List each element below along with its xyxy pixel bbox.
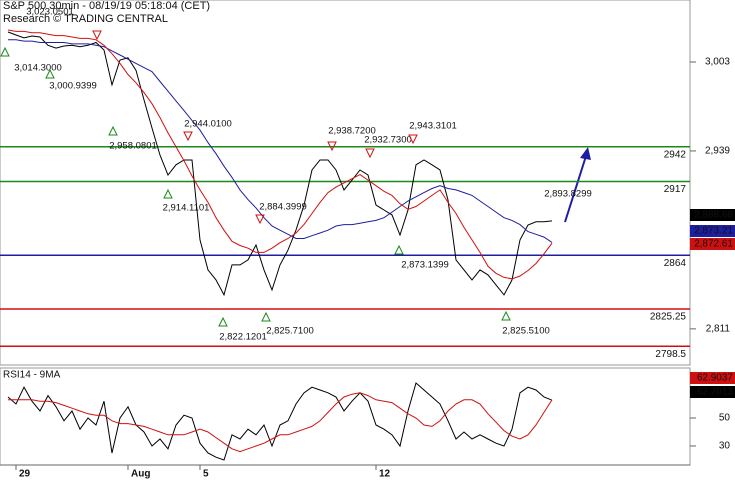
annotation: 2,914.1101: [163, 203, 210, 214]
rsi-title: RSI14 - 9MA: [3, 370, 61, 381]
y-tick-label: 50: [719, 413, 731, 424]
low-marker: [218, 316, 228, 327]
series-line: [8, 39, 553, 243]
forecast-arrow: [564, 155, 587, 223]
x-tick-label: 12: [379, 469, 391, 480]
low-marker: [501, 310, 511, 321]
annotation: 3,000.9399: [49, 81, 97, 92]
level-label: 2798.5: [655, 349, 686, 360]
x-tick-label: 29: [19, 469, 31, 480]
annotation: 2,825.7100: [266, 326, 314, 337]
level-label: 2942: [664, 149, 687, 160]
high-marker: [255, 214, 265, 225]
high-marker: [183, 131, 193, 142]
x-tick-label: 5: [203, 469, 209, 480]
high-marker: [92, 30, 102, 41]
last-value-label: 2,873.21: [694, 226, 733, 237]
level-label: 2917: [664, 184, 687, 195]
high-marker: [408, 134, 418, 145]
last-value-label: 2,888.68: [694, 210, 733, 221]
series-line: [7, 31, 553, 297]
last-value-box: [690, 372, 735, 384]
last-value-box: [690, 238, 735, 250]
annotation: 2,893.8299: [544, 189, 592, 200]
annotation: 3,014.3000: [14, 63, 62, 74]
rsi-panel: [0, 367, 691, 466]
low-marker: [261, 311, 271, 322]
annotation: 2,822.1201: [219, 332, 267, 343]
y-tick-label: 2,939: [705, 146, 730, 157]
series-line: [7, 29, 553, 280]
high-marker: [327, 141, 337, 152]
annotation: 2,932.7300: [364, 135, 412, 146]
low-marker: [45, 68, 55, 79]
x-tick-label: Aug: [131, 469, 150, 480]
annotation: 2,958.0801: [109, 141, 157, 152]
low-marker: [394, 244, 404, 255]
annotation: 2,944.0100: [184, 119, 232, 130]
annotation: 2,825.5100: [502, 326, 550, 337]
low-marker: [0, 46, 10, 57]
annotation: 2,943.3101: [409, 121, 457, 132]
level-label: 2864: [664, 258, 687, 269]
annotation: 3,023.0501: [26, 7, 74, 18]
level-label: 2825.25: [650, 312, 687, 323]
high-marker: [365, 148, 375, 159]
low-marker: [163, 188, 173, 199]
annotation: 2,938.7200: [328, 126, 376, 137]
arrow-head: [580, 147, 591, 160]
last-value-label: 2,872.61: [694, 239, 733, 250]
low-marker: [108, 125, 118, 136]
last-value-box: [690, 386, 735, 398]
chart-subtitle: Research © TRADING CENTRAL: [3, 13, 168, 25]
series-line: [7, 382, 553, 461]
annotation: 2,873.1399: [401, 260, 449, 271]
series-line: [8, 392, 553, 453]
y-tick-label: 30: [719, 441, 731, 452]
y-tick-label: 3,003: [705, 57, 730, 68]
last-value-box: [690, 225, 735, 237]
last-value-label: 62.9037: [697, 373, 734, 384]
last-value-label: 62.7013: [697, 387, 734, 398]
annotation: 2,884.3999: [259, 202, 307, 213]
last-value-box: [690, 209, 735, 221]
chart-title: S&P 500 30min - 08/19/19 05:18:04 (CET): [3, 0, 210, 12]
y-tick-label: 2,811: [706, 324, 731, 335]
